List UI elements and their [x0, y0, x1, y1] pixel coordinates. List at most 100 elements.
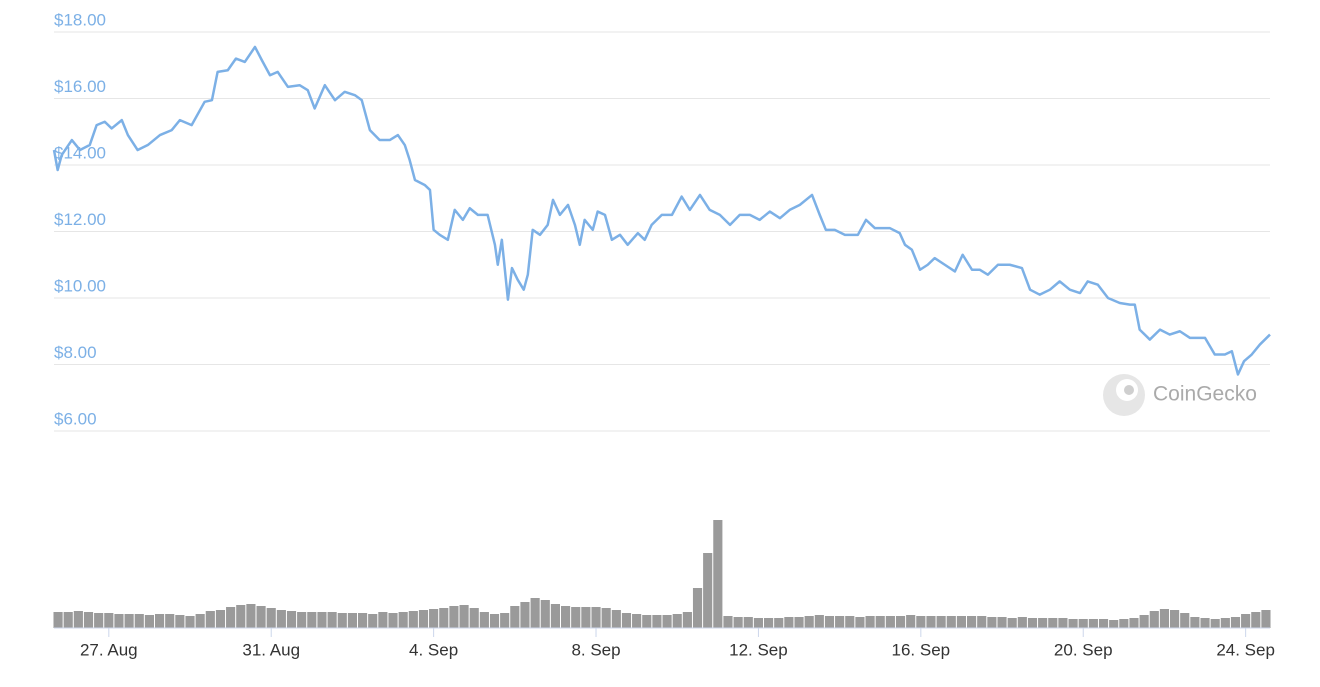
volume-bar [297, 612, 307, 628]
volume-bar [1068, 619, 1078, 628]
x-tick-label: 31. Aug [242, 640, 300, 659]
x-tick-label: 8. Sep [571, 640, 620, 659]
volume-bar [266, 608, 276, 628]
y-tick-label: $18.00 [54, 10, 106, 29]
volume-bar [479, 612, 489, 628]
volume-bar [865, 616, 875, 628]
volume-bar [226, 607, 236, 628]
volume-bar [946, 616, 956, 628]
volume-bar [246, 604, 256, 628]
volume-bar [94, 613, 104, 628]
volume-bar [378, 612, 388, 628]
volume-bar [713, 520, 723, 628]
volume-bar [1088, 619, 1098, 628]
volume-bar [1180, 613, 1190, 628]
volume-bar [124, 614, 134, 628]
y-tick-label: $10.00 [54, 276, 106, 295]
volume-bar [591, 607, 601, 628]
price-line [52, 45, 1271, 376]
volume-bar [956, 616, 967, 628]
volume-bar [845, 616, 855, 628]
volume-bar [165, 614, 175, 628]
volume-bar [83, 612, 94, 628]
volume-bar [1251, 612, 1261, 628]
volume-bar [398, 612, 408, 628]
x-tick-label: 20. Sep [1054, 640, 1113, 659]
volume-bar [215, 610, 226, 628]
volume-bar [1210, 619, 1220, 628]
volume-bar [1200, 618, 1210, 628]
volume-bar [1149, 611, 1159, 628]
volume-bar [1261, 610, 1271, 628]
volume-bar [195, 614, 205, 628]
volume-bar [703, 553, 713, 628]
volume-bar [459, 605, 469, 628]
volume-bar [439, 608, 449, 628]
volume-bar [53, 612, 63, 628]
volume-bar [144, 615, 154, 628]
volume-bar [418, 610, 429, 628]
volume-bar [256, 606, 266, 628]
volume-bar [977, 616, 987, 628]
watermark-text: CoinGecko [1153, 383, 1257, 406]
x-tick-label: 24. Sep [1216, 640, 1275, 659]
x-tick-label: 4. Sep [409, 640, 458, 659]
volume-bar [581, 607, 591, 628]
volume-bar [967, 616, 977, 628]
volume-bar [733, 617, 743, 628]
volume-bar [489, 614, 500, 628]
logo-pupil [1124, 385, 1134, 395]
volume-bar [408, 611, 418, 628]
price-panel: $6.00$8.00$10.00$12.00$14.00$16.00$18.00… [52, 10, 1275, 659]
volume-bar [388, 613, 398, 628]
volume-bar [205, 611, 215, 628]
volume-bar [429, 609, 439, 628]
volume-bar [926, 616, 936, 628]
volume-bar [337, 613, 347, 628]
volume-bar [1027, 618, 1038, 628]
volume-bar [753, 618, 764, 628]
y-tick-label: $12.00 [54, 210, 106, 229]
volume-bar [73, 611, 83, 628]
volume-bar [794, 617, 804, 628]
volume-bar [1170, 610, 1180, 628]
volume-bar [449, 606, 459, 628]
volume-bar [500, 613, 510, 628]
volume-bar [560, 606, 571, 628]
volume-bar [1078, 619, 1088, 628]
volume-bar [1241, 614, 1251, 628]
volume-bar [855, 617, 865, 628]
volume-bar [1129, 618, 1139, 628]
volume-panel [53, 520, 1271, 629]
volume-bar [1038, 618, 1048, 628]
volume-bar [987, 617, 997, 628]
volume-bar [327, 612, 337, 628]
volume-bar [662, 615, 672, 628]
volume-bar [175, 615, 185, 628]
volume-bar [743, 617, 753, 628]
volume-bar [895, 616, 906, 628]
volume-bar [530, 598, 540, 628]
y-tick-label: $6.00 [54, 409, 97, 428]
volume-bar [317, 612, 327, 628]
x-tick-label: 16. Sep [892, 640, 951, 659]
volume-bar [642, 615, 652, 628]
volume-bar [621, 613, 632, 628]
volume-bar [1230, 617, 1241, 628]
volume-bar [601, 608, 611, 628]
volume-bar [347, 613, 357, 628]
volume-bar [368, 614, 378, 628]
volume-bar [286, 611, 297, 628]
volume-bar [692, 588, 703, 628]
volume-bar [875, 616, 885, 628]
volume-bar [672, 614, 682, 628]
volume-bar [1017, 617, 1027, 628]
volume-bar [997, 617, 1007, 628]
volume-bar [611, 610, 621, 628]
volume-bar [276, 610, 286, 628]
volume-bar [784, 617, 794, 628]
volume-bar [510, 606, 520, 628]
volume-bar [1119, 619, 1129, 628]
volume-bar [104, 613, 114, 628]
